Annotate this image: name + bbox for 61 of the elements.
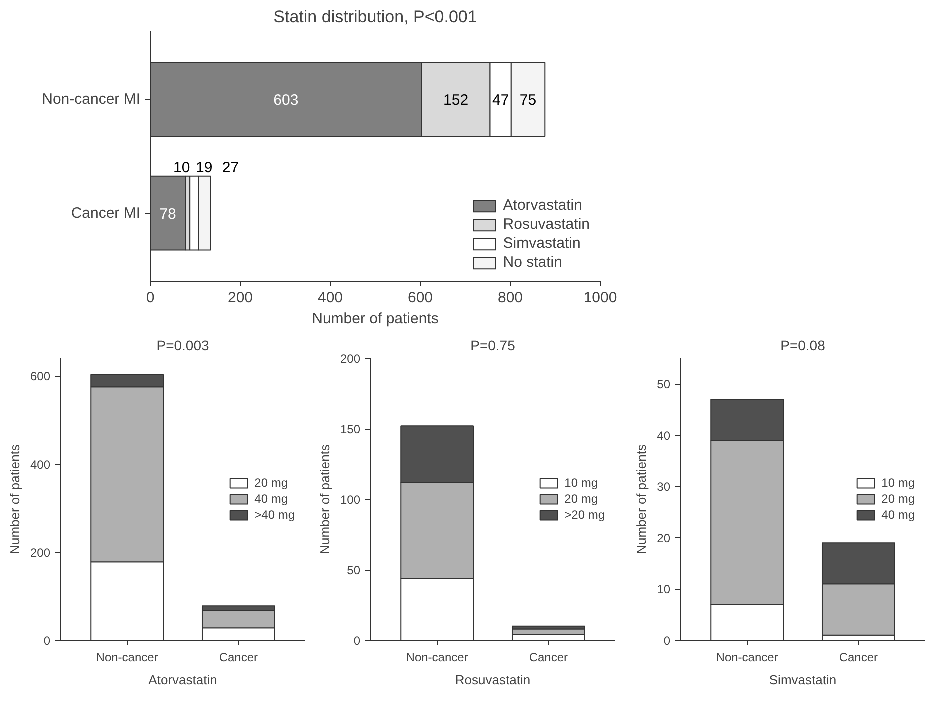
x-axis-title: Number of patients bbox=[312, 310, 439, 328]
legend-label: >20 mg bbox=[564, 508, 605, 522]
x-tick-label: Cancer bbox=[529, 650, 568, 664]
y-axis-title: Number of patients bbox=[634, 444, 650, 554]
data-label: 75 bbox=[520, 92, 537, 110]
y-tick-label: 50 bbox=[347, 564, 361, 578]
x-tick-label: Non-cancer bbox=[406, 650, 468, 664]
data-label: 603 bbox=[274, 92, 299, 110]
x-axis-title: Rosuvastatin bbox=[455, 672, 531, 688]
chart-title: P=0.08 bbox=[780, 338, 826, 354]
legend-label: Simvastatin bbox=[503, 235, 581, 252]
x-tick-label: 0 bbox=[146, 290, 155, 306]
chart-title: Statin distribution, P<0.001 bbox=[274, 8, 478, 26]
y-tick-label: 0 bbox=[354, 634, 361, 648]
y-tick-label: 50 bbox=[657, 378, 671, 392]
legend-label: >40 mg bbox=[254, 508, 295, 522]
legend-label: 10 mg bbox=[882, 476, 915, 490]
y-tick-label: 0 bbox=[44, 634, 51, 648]
x-axis-title: Simvastatin bbox=[769, 672, 837, 688]
legend-label: Rosuvastatin bbox=[503, 216, 590, 233]
chart-title: P=0.75 bbox=[470, 338, 516, 354]
y-tick-label: 200 bbox=[30, 546, 51, 560]
data-label: 78 bbox=[160, 206, 176, 223]
chart-title: P=0.003 bbox=[156, 338, 210, 354]
x-tick-label: 400 bbox=[318, 290, 344, 306]
y-tick-label: 40 bbox=[657, 428, 671, 443]
x-tick-label: Cancer bbox=[839, 650, 878, 664]
data-label: 27 bbox=[222, 159, 240, 176]
y-tick-label: 150 bbox=[340, 422, 361, 436]
data-label: 152 bbox=[444, 92, 469, 110]
y-tick-label: 100 bbox=[340, 493, 361, 507]
legend-label: 40 mg bbox=[254, 492, 288, 506]
x-tick-label: Non-cancer bbox=[96, 650, 158, 664]
y-tick-label: 400 bbox=[30, 458, 51, 472]
legend-label: 40 mg bbox=[882, 508, 915, 522]
y-tick-label: 30 bbox=[657, 480, 671, 494]
x-tick-label: 800 bbox=[498, 290, 524, 306]
x-tick-label: Cancer bbox=[219, 650, 258, 664]
x-tick-label: Non-cancer bbox=[716, 650, 778, 664]
y-axis-title: Number of patients bbox=[7, 444, 22, 554]
legend-label: 10 mg bbox=[564, 476, 598, 490]
x-tick-label: 600 bbox=[408, 290, 434, 306]
legend-label: Atorvastatin bbox=[503, 197, 582, 214]
x-tick-label: 200 bbox=[228, 290, 254, 306]
y-tick-label: 10 bbox=[657, 582, 671, 597]
legend-label: No statin bbox=[503, 254, 562, 271]
y-tick-label: 20 bbox=[657, 531, 671, 546]
y-tick-label: Cancer MI bbox=[71, 204, 141, 222]
x-tick-label: 1000 bbox=[584, 290, 618, 306]
data-label: 19 bbox=[196, 159, 213, 176]
data-label: 47 bbox=[492, 92, 510, 110]
y-axis-title: Number of patients bbox=[317, 444, 332, 554]
legend-label: 20 mg bbox=[564, 492, 598, 506]
y-tick-label: 0 bbox=[664, 634, 671, 648]
data-label: 10 bbox=[174, 159, 190, 176]
x-axis-title: Atorvastatin bbox=[148, 672, 218, 688]
y-tick-label: Non-cancer MI bbox=[42, 91, 141, 108]
legend-label: 20 mg bbox=[254, 476, 288, 490]
y-tick-label: 600 bbox=[30, 370, 51, 384]
y-tick-label: 200 bbox=[340, 352, 361, 366]
legend-label: 20 mg bbox=[882, 492, 915, 506]
